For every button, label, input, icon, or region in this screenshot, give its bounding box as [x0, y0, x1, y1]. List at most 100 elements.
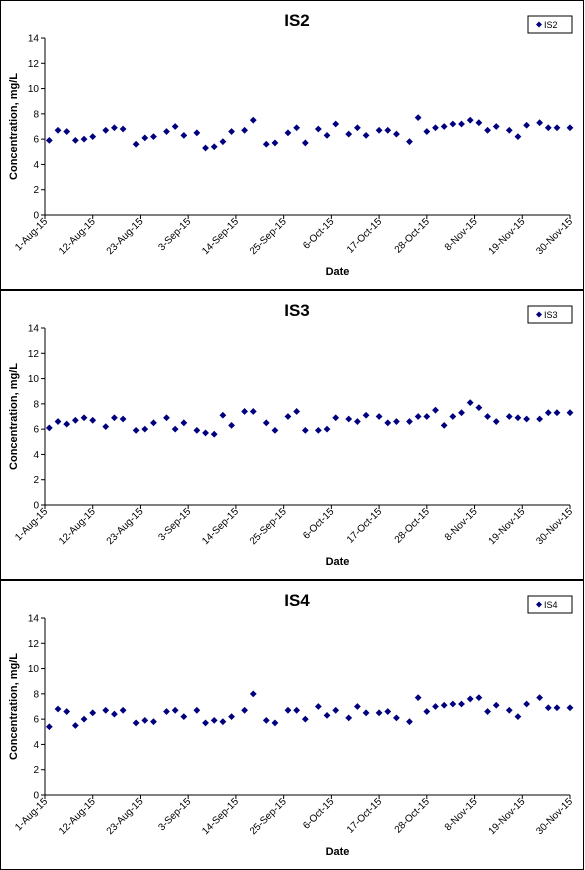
- data-point: [210, 430, 218, 438]
- x-tick-label: 19-Nov-15: [487, 506, 528, 547]
- data-point: [536, 415, 544, 423]
- x-tick-label: 6-Oct-15: [301, 796, 337, 832]
- legend: IS3: [527, 305, 573, 324]
- data-point: [63, 708, 71, 715]
- data-point: [301, 427, 309, 434]
- legend-label: IS3: [544, 310, 558, 320]
- data-point: [440, 123, 448, 130]
- data-point: [553, 704, 561, 712]
- data-point: [249, 690, 257, 698]
- data-point: [119, 415, 127, 423]
- x-tick-label: 14-Sep-15: [200, 796, 241, 837]
- legend-box: [527, 15, 573, 34]
- y-tick-label: 14: [28, 34, 40, 45]
- x-tick-label: 28-Oct-15: [393, 216, 433, 256]
- data-point: [241, 126, 248, 134]
- data-point: [332, 414, 340, 422]
- data-point: [536, 119, 544, 127]
- x-tick-label: 25-Sep-15: [248, 796, 289, 837]
- x-axis-label: Date: [326, 266, 350, 278]
- data-point: [466, 695, 474, 703]
- x-tick-label: 3-Sep-15: [156, 506, 193, 543]
- x-tick-label: 25-Sep-15: [248, 216, 289, 257]
- data-point: [45, 137, 53, 144]
- data-point: [228, 713, 235, 721]
- x-axis-label: Date: [326, 556, 350, 568]
- data-point: [193, 427, 201, 434]
- data-point: [71, 416, 79, 424]
- data-point: [375, 126, 383, 134]
- data-point: [163, 414, 170, 422]
- y-tick-label: 10: [28, 664, 40, 675]
- data-point: [440, 421, 448, 429]
- y-tick-label: 12: [28, 349, 40, 360]
- y-tick-label: 10: [28, 374, 40, 385]
- data-point: [566, 704, 574, 712]
- data-point: [362, 709, 370, 717]
- y-tick-label: 8: [33, 399, 39, 410]
- x-tick-label: 12-Aug-15: [57, 796, 98, 837]
- data-point: [423, 413, 431, 420]
- y-tick-label: 0: [33, 211, 39, 222]
- data-point: [393, 130, 400, 138]
- data-point: [54, 418, 62, 425]
- data-point: [102, 706, 110, 714]
- x-axis-label: Date: [326, 846, 350, 858]
- data-point: [202, 144, 209, 152]
- data-point: [228, 128, 235, 135]
- data-point: [345, 714, 353, 722]
- data-point: [111, 414, 118, 422]
- data-point: [523, 121, 531, 129]
- y-tick-label: 0: [33, 501, 39, 512]
- data-point: [241, 706, 248, 714]
- x-tick-label: 30-Nov-15: [534, 796, 575, 837]
- x-tick-label: 25-Sep-15: [248, 506, 289, 547]
- data-point: [345, 415, 353, 423]
- data-point: [393, 418, 400, 425]
- data-point: [432, 406, 439, 414]
- y-tick-label: 14: [28, 324, 40, 335]
- x-tick-label: 28-Oct-15: [393, 796, 433, 836]
- data-point: [314, 125, 322, 133]
- legend: IS4: [527, 595, 573, 614]
- data-point: [80, 414, 88, 422]
- x-tick-label: 8-Nov-15: [443, 796, 480, 833]
- data-point: [505, 706, 513, 714]
- data-point: [132, 719, 140, 727]
- data-point: [484, 126, 491, 134]
- data-point: [323, 425, 331, 433]
- data-point: [132, 427, 140, 434]
- data-point: [180, 713, 188, 721]
- data-point: [414, 413, 422, 420]
- data-point: [111, 124, 118, 132]
- data-point: [475, 404, 483, 412]
- x-tick-label: 17-Oct-15: [345, 506, 385, 546]
- data-point: [271, 139, 279, 147]
- data-point: [249, 408, 257, 415]
- y-tick-label: 10: [28, 84, 40, 95]
- data-point: [466, 399, 474, 406]
- data-point: [375, 413, 383, 420]
- chart-panel-is4: IS4 0 2 4 6 8 10 12 14 1-Aug-15 12-Aug-15 23-Aug-15…: [0, 580, 584, 870]
- x-tick-label: 1-Aug-15: [13, 796, 50, 833]
- y-tick-label: 6: [33, 135, 39, 146]
- data-point: [150, 419, 157, 427]
- data-point: [523, 700, 531, 708]
- data-point: [54, 126, 62, 134]
- y-tick-label: 12: [28, 639, 40, 650]
- data-point: [406, 418, 413, 425]
- data-point: [432, 703, 439, 710]
- data-point: [102, 423, 110, 431]
- data-point: [458, 700, 465, 708]
- data-point: [228, 421, 235, 429]
- data-point: [89, 133, 97, 141]
- data-point: [141, 425, 149, 433]
- x-tick-label: 12-Aug-15: [57, 216, 98, 257]
- data-point: [219, 411, 227, 419]
- y-axis-label: Concentration, mg/L: [8, 653, 20, 760]
- data-point: [544, 704, 552, 712]
- data-point: [553, 124, 561, 132]
- data-point: [544, 124, 552, 132]
- data-point: [406, 718, 413, 726]
- data-point: [393, 714, 400, 722]
